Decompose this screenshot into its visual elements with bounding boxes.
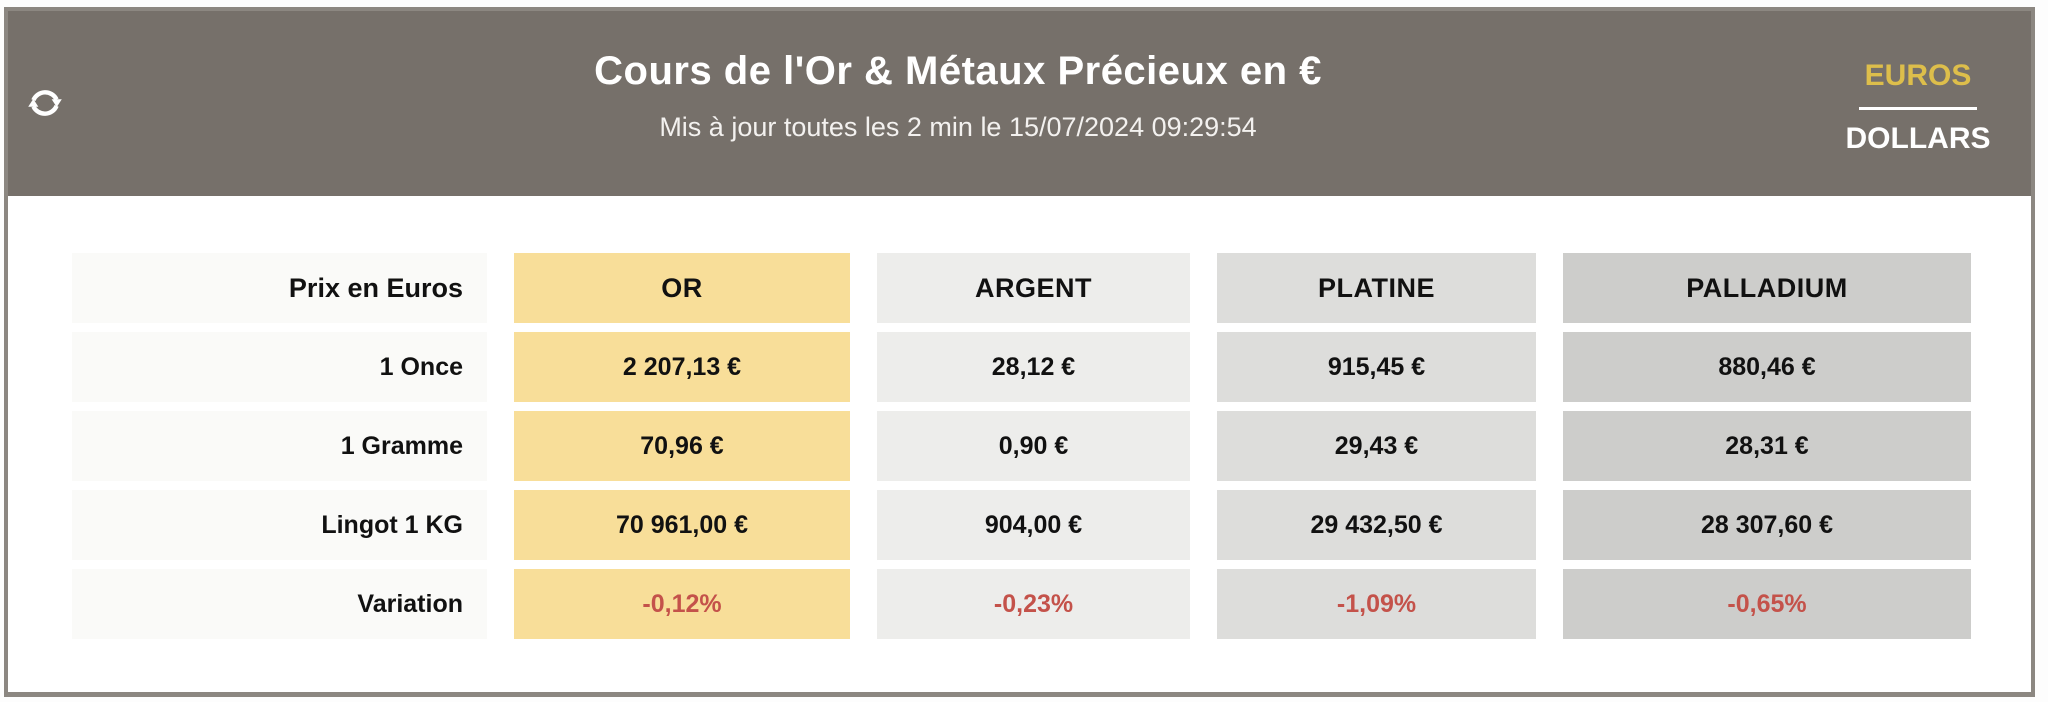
variation-platine: -1,09% (1217, 569, 1536, 639)
variation-argent: -0,23% (877, 569, 1190, 639)
row-label-variation: Variation (72, 569, 487, 639)
currency-tab-euros[interactable]: EUROS (1864, 59, 1972, 92)
row-label-gramme: 1 Gramme (72, 411, 487, 481)
update-status-text: Mis à jour toutes les 2 min le 15/07/202… (659, 112, 1257, 142)
table-corner-label: Prix en Euros (72, 253, 487, 323)
column-header-or: OR (514, 253, 850, 323)
gold-price-widget: Cours de l'Or & Métaux Précieux en € Mis… (4, 7, 2035, 697)
price-platine-once: 915,45 € (1217, 332, 1536, 402)
price-platine-lingot: 29 432,50 € (1217, 490, 1536, 560)
price-or-lingot: 70 961,00 € (514, 490, 850, 560)
price-palladium-once: 880,46 € (1563, 332, 1971, 402)
price-table: Prix en Euros OR ARGENT PLATINE PALLADIU… (72, 253, 1971, 639)
refresh-icon (26, 84, 70, 122)
price-platine-gramme: 29,43 € (1217, 411, 1536, 481)
column-header-platine: PLATINE (1217, 253, 1536, 323)
currency-separator-line (1859, 107, 1977, 110)
row-label-lingot: Lingot 1 KG (72, 490, 487, 560)
price-or-gramme: 70,96 € (514, 411, 850, 481)
currency-tab-dollars[interactable]: DOLLARS (1845, 122, 1991, 155)
header-titles: Cours de l'Or & Métaux Précieux en € Mis… (8, 11, 1908, 196)
price-argent-gramme: 0,90 € (877, 411, 1190, 481)
price-argent-once: 28,12 € (877, 332, 1190, 402)
price-palladium-lingot: 28 307,60 € (1563, 490, 1971, 560)
row-label-once: 1 Once (72, 332, 487, 402)
price-or-once: 2 207,13 € (514, 332, 850, 402)
price-argent-lingot: 904,00 € (877, 490, 1190, 560)
widget-header: Cours de l'Or & Métaux Précieux en € Mis… (8, 11, 2031, 196)
variation-or: -0,12% (514, 569, 850, 639)
refresh-button[interactable] (26, 81, 70, 125)
price-palladium-gramme: 28,31 € (1563, 411, 1971, 481)
column-header-argent: ARGENT (877, 253, 1190, 323)
column-header-palladium: PALLADIUM (1563, 253, 1971, 323)
currency-switcher: EUROS DOLLARS (1843, 59, 1993, 156)
page-title: Cours de l'Or & Métaux Précieux en € (594, 49, 1322, 93)
variation-palladium: -0,65% (1563, 569, 1971, 639)
